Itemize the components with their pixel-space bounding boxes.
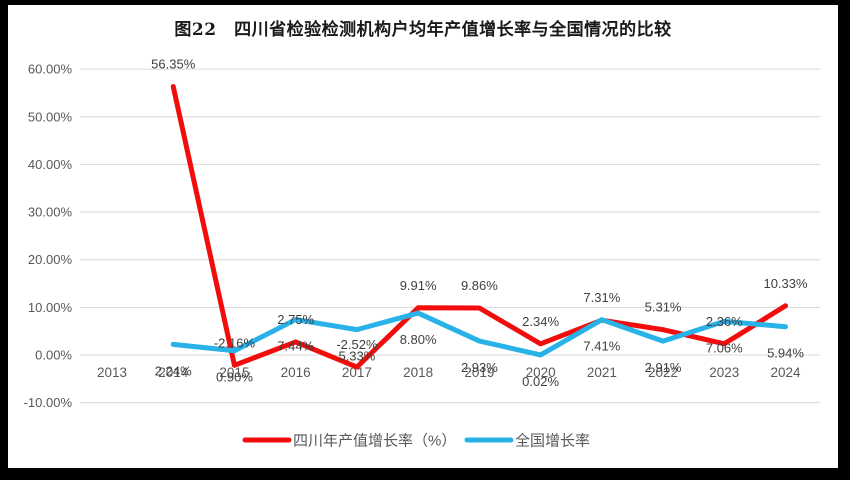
data-labels: 56.35% -2.16% 2.75% -2.52% 9.91% 9.86% 2.34% 7.… [151,57,808,389]
y-tick-label: 30.00% [28,205,73,220]
y-tick-label: 10.00% [28,300,73,315]
national-growth-data-label: 5.33% [338,349,375,364]
sichuan-growth-data-label: -2.16% [214,335,256,350]
y-tick-label: 0.00% [35,348,72,363]
national-growth-data-label: 2.93% [461,360,498,375]
y-tick-label: 40.00% [28,157,73,172]
national-growth-data-label: 8.80% [400,332,437,347]
x-tick-label: 2022 [648,365,678,380]
national-growth-data-label: 2.91% [645,360,682,375]
line-chart: 60.00% 50.00% 40.00% 30.00% 20.00% 10.00% 0.00… [24,57,820,450]
x-tick-label: 2015 [219,365,249,380]
sichuan-growth-data-label: 5.31% [645,300,682,315]
legend: 四川年产值增长率（%） 全国增长率 [242,432,590,450]
gridlines [80,68,820,404]
x-tick-label: 2024 [771,365,802,380]
y-tick-label: 50.00% [28,109,73,124]
y-tick-label: -10.00% [24,395,73,410]
national-growth-data-label: 5.94% [767,346,804,361]
x-tick-label: 2019 [464,365,494,380]
sichuan-growth-line [170,84,789,370]
sichuan-growth-data-label: 2.34% [522,314,559,329]
sichuan-growth-data-label: 2.75% [277,312,314,327]
y-axis-tick-labels: 60.00% 50.00% 40.00% 30.00% 20.00% 10.00% 0.00… [24,62,73,411]
sichuan-growth-data-label: 7.31% [583,290,620,305]
national-growth-legend-label: 全国增长率 [515,432,590,450]
national-growth-data-label: 7.06% [706,340,743,355]
sichuan-growth-data-label: 2.36% [706,314,743,329]
x-tick-label: 2016 [281,365,311,380]
sichuan-growth-data-label: -2.52% [336,337,378,352]
x-tick-label: 2020 [526,365,556,380]
x-tick-label: 2023 [709,365,739,380]
y-tick-label: 60.00% [28,62,73,77]
national-growth-data-label: 7.41% [583,339,620,354]
x-tick-label: 2021 [587,365,617,380]
national-growth-data-label: 0.90% [216,370,253,385]
chart-title: 图22 四川省检验检测机构户均年产值增长率与全国情况的比较 [174,20,672,40]
sichuan-growth-data-label: 9.91% [400,278,437,293]
sichuan-growth-data-label: 56.35% [151,57,196,72]
x-tick-label: 2018 [403,365,433,380]
x-axis-tick-labels: 2013 2014 2015 2016 2017 2018 2019 2020 2021 2022… [97,365,801,380]
x-tick-label: 2014 [158,365,189,380]
sichuan-growth-data-label: 10.33% [763,276,808,291]
national-growth-line [170,310,789,358]
national-growth-data-label: 7.44% [277,339,314,354]
national-growth-data-label: 2.24% [155,363,192,378]
sichuan-growth-data-label: 9.86% [461,278,498,293]
national-growth-data-label: 0.02% [522,374,559,389]
chart-canvas: 图22 四川省检验检测机构户均年产值增长率与全国情况的比较 60.00% 50.0… [8,5,838,468]
y-tick-label: 20.00% [28,252,73,267]
x-tick-label: 2017 [342,365,372,380]
sichuan-growth-legend-label: 四川年产值增长率（%） [293,433,456,450]
x-tick-label: 2013 [97,365,127,380]
series-lines [170,84,789,370]
